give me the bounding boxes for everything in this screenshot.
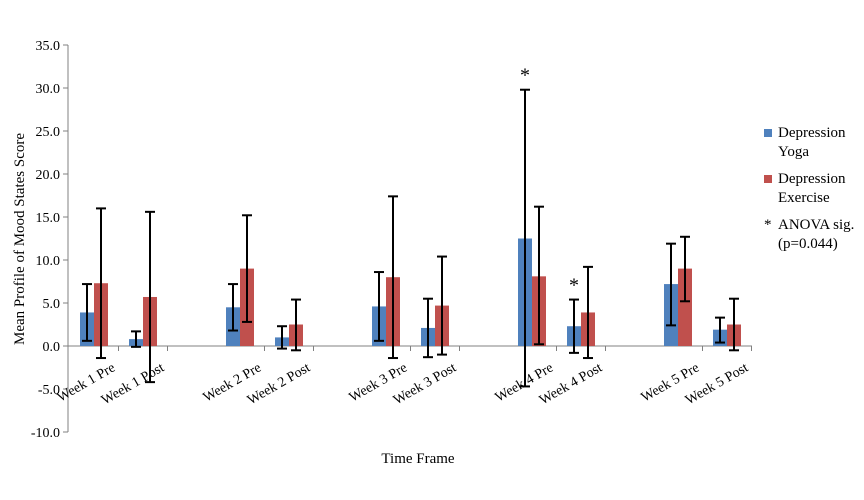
y-tick-label: 35.0	[36, 39, 61, 54]
legend-label-exercise: Depression Exercise	[778, 171, 846, 206]
y-tick-label: 15.0	[36, 211, 61, 226]
y-tick-label: -5.0	[38, 383, 60, 398]
legend-note: * ANOVA sig. (p=0.044)	[764, 216, 860, 254]
y-tick-label: 0.0	[43, 340, 61, 355]
legend-swatch-yoga	[764, 129, 772, 137]
y-tick-label: 25.0	[36, 125, 61, 140]
y-tick-label: 5.0	[43, 297, 61, 312]
significance-star: *	[569, 275, 579, 297]
legend-item-exercise: Depression Exercise	[764, 170, 860, 208]
y-tick-label: 10.0	[36, 254, 61, 269]
significance-star: *	[520, 65, 530, 87]
legend-note-text: ANOVA sig. (p=0.044)	[778, 217, 855, 252]
y-tick-label: 20.0	[36, 168, 61, 183]
plot-area: 35.030.025.020.015.010.05.00.0-5.0-10.0W…	[31, 39, 752, 441]
y-axis-title: Mean Profile of Mood States Score	[12, 133, 28, 345]
bar-exercise	[678, 268, 692, 346]
legend-note-mark: *	[764, 217, 772, 233]
legend-swatch-exercise	[764, 175, 772, 183]
y-tick-label: -10.0	[31, 426, 60, 441]
legend: Depression Yoga Depression Exercise * AN…	[764, 124, 860, 254]
legend-item-yoga: Depression Yoga	[764, 124, 860, 162]
x-axis-title: Time Frame	[381, 451, 455, 467]
y-tick-label: 30.0	[36, 82, 61, 97]
legend-label-yoga: Depression Yoga	[778, 125, 846, 160]
